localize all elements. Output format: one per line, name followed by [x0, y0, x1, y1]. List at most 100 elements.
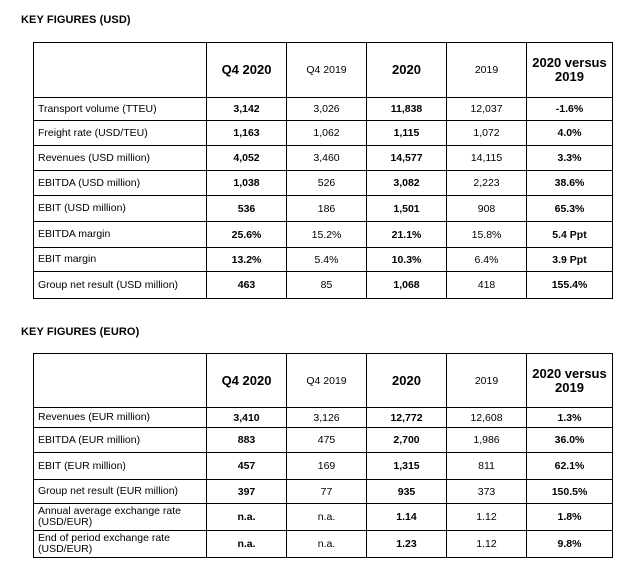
cell-change: 5.4 Ppt: [526, 221, 613, 248]
cell-2019: 12,608: [446, 407, 527, 428]
cell-2020: 11,838: [366, 97, 447, 121]
cell-2020: 3,082: [366, 170, 447, 196]
cell-change: 3.3%: [526, 145, 613, 171]
cell-2020: 2,700: [366, 427, 447, 453]
table-row: EBITDA (USD million) 1,038 526 3,082 2,223 38…: [33, 170, 613, 196]
cell-q4-2019: 15.2%: [286, 221, 367, 248]
cell-2020: 1,501: [366, 195, 447, 222]
row-label: Revenues (EUR million): [33, 407, 207, 428]
row-label: EBIT margin: [33, 247, 207, 272]
cell-change: 36.0%: [526, 427, 613, 453]
table-row: Revenues (EUR million) 3,410 3,126 12,772 12…: [33, 407, 613, 428]
table-row: Revenues (USD million) 4,052 3,460 14,577 14…: [33, 145, 613, 171]
cell-q4-2019: 3,126: [286, 407, 367, 428]
cell-2019: 6.4%: [446, 247, 527, 272]
usd-header-2019: 2019: [446, 42, 527, 98]
euro-header-label: [33, 353, 207, 408]
cell-2019: 1.12: [446, 503, 527, 531]
cell-change: 62.1%: [526, 452, 613, 480]
cell-2019: 418: [446, 271, 527, 299]
cell-2020: 10.3%: [366, 247, 447, 272]
cell-change: 38.6%: [526, 170, 613, 196]
cell-q4-2020: n.a.: [206, 503, 287, 531]
table-row: EBITDA (EUR million) 883 475 2,700 1,986 36.0…: [33, 427, 613, 453]
cell-change: 3.9 Ppt: [526, 247, 613, 272]
row-label: EBITDA (USD million): [33, 170, 207, 196]
euro-header-2019: 2019: [446, 353, 527, 408]
cell-change: -1.6%: [526, 97, 613, 121]
table-row: Group net result (EUR million) 397 77 935 37…: [33, 479, 613, 504]
usd-section-title: KEY FIGURES (USD): [21, 14, 131, 26]
cell-q4-2020: 457: [206, 452, 287, 480]
cell-change: 65.3%: [526, 195, 613, 222]
cell-q4-2019: 85: [286, 271, 367, 299]
cell-2020: 1.23: [366, 530, 447, 558]
cell-q4-2019: 3,026: [286, 97, 367, 121]
cell-q4-2019: 186: [286, 195, 367, 222]
row-label: Group net result (USD million): [33, 271, 207, 299]
cell-2019: 1,986: [446, 427, 527, 453]
usd-header-change: 2020 versus 2019: [526, 42, 613, 98]
table-row: EBIT (USD million) 536 186 1,501 908 65.3%: [33, 195, 613, 222]
cell-2020: 12,772: [366, 407, 447, 428]
cell-q4-2020: 13.2%: [206, 247, 287, 272]
euro-header-q4-2020: Q4 2020: [206, 353, 287, 408]
usd-header-2020: 2020: [366, 42, 447, 98]
euro-section-title: KEY FIGURES (EURO): [21, 326, 140, 338]
cell-q4-2020: 1,038: [206, 170, 287, 196]
cell-2019: 14,115: [446, 145, 527, 171]
cell-2019: 1.12: [446, 530, 527, 558]
cell-q4-2020: 883: [206, 427, 287, 453]
cell-2019: 811: [446, 452, 527, 480]
cell-q4-2020: 3,142: [206, 97, 287, 121]
euro-key-figures-table: Q4 2020 Q4 2019 2020 2019 2020 versus 20…: [33, 353, 613, 558]
cell-q4-2019: 5.4%: [286, 247, 367, 272]
cell-q4-2020: 25.6%: [206, 221, 287, 248]
cell-2019: 373: [446, 479, 527, 504]
cell-2020: 1,115: [366, 120, 447, 146]
cell-2019: 2,223: [446, 170, 527, 196]
cell-2020: 21.1%: [366, 221, 447, 248]
row-label: Transport volume (TTEU): [33, 97, 207, 121]
row-label: Freight rate (USD/TEU): [33, 120, 207, 146]
row-label: Group net result (EUR million): [33, 479, 207, 504]
row-label: Annual average exchange rate (USD/EUR): [33, 503, 207, 531]
table-row: EBIT margin 13.2% 5.4% 10.3% 6.4% 3.9 Ppt: [33, 247, 613, 272]
cell-change: 150.5%: [526, 479, 613, 504]
cell-2020: 1,315: [366, 452, 447, 480]
cell-q4-2019: n.a.: [286, 530, 367, 558]
cell-q4-2020: 3,410: [206, 407, 287, 428]
table-row: EBIT (EUR million) 457 169 1,315 811 62.1%: [33, 452, 613, 480]
euro-header-2020: 2020: [366, 353, 447, 408]
usd-header-label: [33, 42, 207, 98]
cell-2019: 12,037: [446, 97, 527, 121]
cell-q4-2020: n.a.: [206, 530, 287, 558]
euro-header-q4-2019: Q4 2019: [286, 353, 367, 408]
cell-q4-2020: 1,163: [206, 120, 287, 146]
cell-q4-2019: 3,460: [286, 145, 367, 171]
usd-header-row: Q4 2020 Q4 2019 2020 2019 2020 versus 20…: [33, 42, 613, 98]
cell-q4-2019: 169: [286, 452, 367, 480]
row-label: EBITDA (EUR million): [33, 427, 207, 453]
row-label: End of period exchange rate (USD/EUR): [33, 530, 207, 558]
cell-q4-2020: 4,052: [206, 145, 287, 171]
euro-header-change: 2020 versus 2019: [526, 353, 613, 408]
cell-q4-2020: 463: [206, 271, 287, 299]
cell-change: 9.8%: [526, 530, 613, 558]
euro-header-row: Q4 2020 Q4 2019 2020 2019 2020 versus 20…: [33, 353, 613, 408]
cell-q4-2019: 475: [286, 427, 367, 453]
cell-2020: 14,577: [366, 145, 447, 171]
table-row: Group net result (USD million) 463 85 1,068…: [33, 271, 613, 299]
table-row: Transport volume (TTEU) 3,142 3,026 11,838 1…: [33, 97, 613, 121]
table-row: Annual average exchange rate (USD/EUR) n.…: [33, 503, 613, 531]
cell-q4-2019: 526: [286, 170, 367, 196]
usd-header-q4-2020: Q4 2020: [206, 42, 287, 98]
usd-key-figures-table: Q4 2020 Q4 2019 2020 2019 2020 versus 20…: [33, 42, 613, 299]
row-label: Revenues (USD million): [33, 145, 207, 171]
table-row: EBITDA margin 25.6% 15.2% 21.1% 15.8% 5.4 Ppt: [33, 221, 613, 248]
cell-2019: 1,072: [446, 120, 527, 146]
cell-q4-2019: 77: [286, 479, 367, 504]
cell-2020: 1.14: [366, 503, 447, 531]
cell-q4-2019: 1,062: [286, 120, 367, 146]
row-label: EBIT (USD million): [33, 195, 207, 222]
